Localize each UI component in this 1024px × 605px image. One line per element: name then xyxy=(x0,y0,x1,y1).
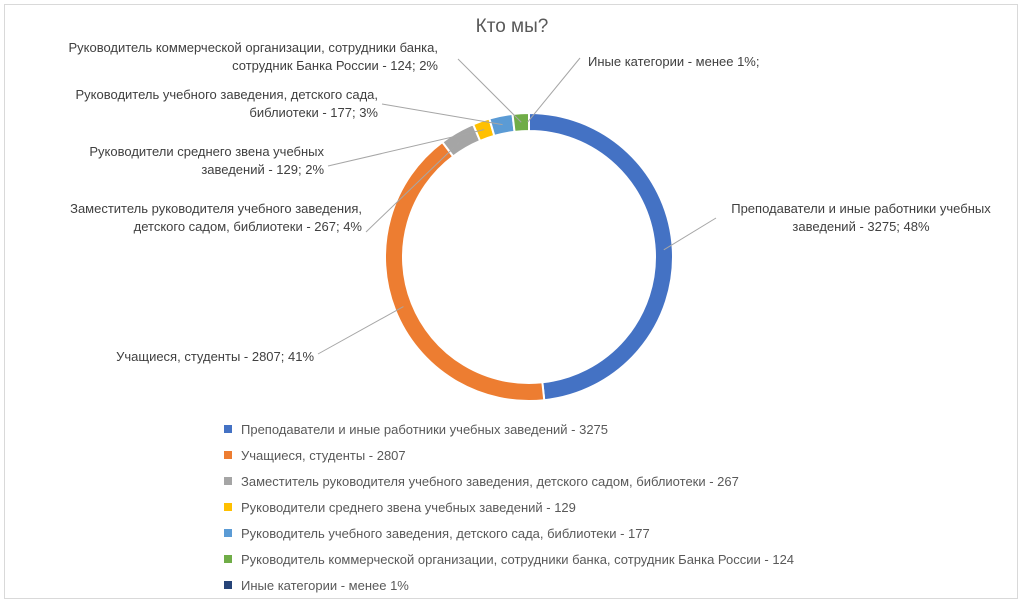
legend-label: Учащиеся, студенты - 2807 xyxy=(241,447,406,463)
legend-label: Руководитель учебного заведения, детског… xyxy=(241,525,650,541)
chart-frame xyxy=(4,4,1018,599)
legend-swatch xyxy=(224,529,232,537)
data-label: Руководитель коммерческой организации, с… xyxy=(68,40,438,55)
slice-students xyxy=(384,140,546,402)
chart-title: Кто мы? xyxy=(475,16,549,37)
legend-label: Заместитель руководителя учебного заведе… xyxy=(241,473,739,489)
data-label: Преподаватели и иные работники учебных xyxy=(731,201,991,216)
leader-line xyxy=(365,139,463,233)
slice-teachers xyxy=(528,111,674,402)
legend-label: Руководители среднего звена учебных заве… xyxy=(241,499,576,515)
leader-line xyxy=(381,103,503,126)
legend-item: Руководитель учебного заведения, детског… xyxy=(224,520,794,546)
legend-swatch xyxy=(224,555,232,563)
legend-swatch xyxy=(224,581,232,589)
data-label: Руководители среднего звена учебных xyxy=(89,144,324,159)
legend-swatch xyxy=(224,451,232,459)
legend-label: Руководитель коммерческой организации, с… xyxy=(241,551,795,567)
legend-item: Иные категории - менее 1% xyxy=(224,572,794,598)
leader-line xyxy=(457,58,522,123)
legend-swatch xyxy=(224,477,232,485)
chart-legend: Преподаватели и иные работники учебных з… xyxy=(224,416,794,598)
legend-label: Преподаватели и иные работники учебных з… xyxy=(241,421,609,437)
data-label: Учащиеся, студенты - 2807; 41% xyxy=(116,349,314,364)
legend-item: Преподаватели и иные работники учебных з… xyxy=(224,416,794,442)
data-label: Иные категории - менее 1%; xyxy=(588,54,759,69)
data-label: Заместитель руководителя учебного заведе… xyxy=(70,201,362,216)
legend-label: Иные категории - менее 1% xyxy=(241,577,409,593)
legend-item: Учащиеся, студенты - 2807 xyxy=(224,442,794,468)
legend-item: Заместитель руководителя учебного заведе… xyxy=(224,468,794,494)
data-label: заведений - 3275; 48% xyxy=(792,219,930,234)
data-label: детского садом, библиотеки - 267; 4% xyxy=(134,219,363,234)
data-label: Руководитель учебного заведения, детског… xyxy=(76,87,379,102)
leader-line xyxy=(527,57,581,123)
data-label: заведений - 129; 2% xyxy=(201,162,324,177)
legend-item: Руководители среднего звена учебных заве… xyxy=(224,494,794,520)
leader-line xyxy=(317,306,404,355)
legend-swatch xyxy=(224,425,232,433)
data-label: библиотеки - 177; 3% xyxy=(249,105,378,120)
data-label: сотрудник Банка России - 124; 2% xyxy=(232,58,438,73)
leader-line xyxy=(327,129,485,167)
legend-swatch xyxy=(224,503,232,511)
legend-item: Руководитель коммерческой организации, с… xyxy=(224,546,794,572)
leader-line xyxy=(663,217,717,251)
